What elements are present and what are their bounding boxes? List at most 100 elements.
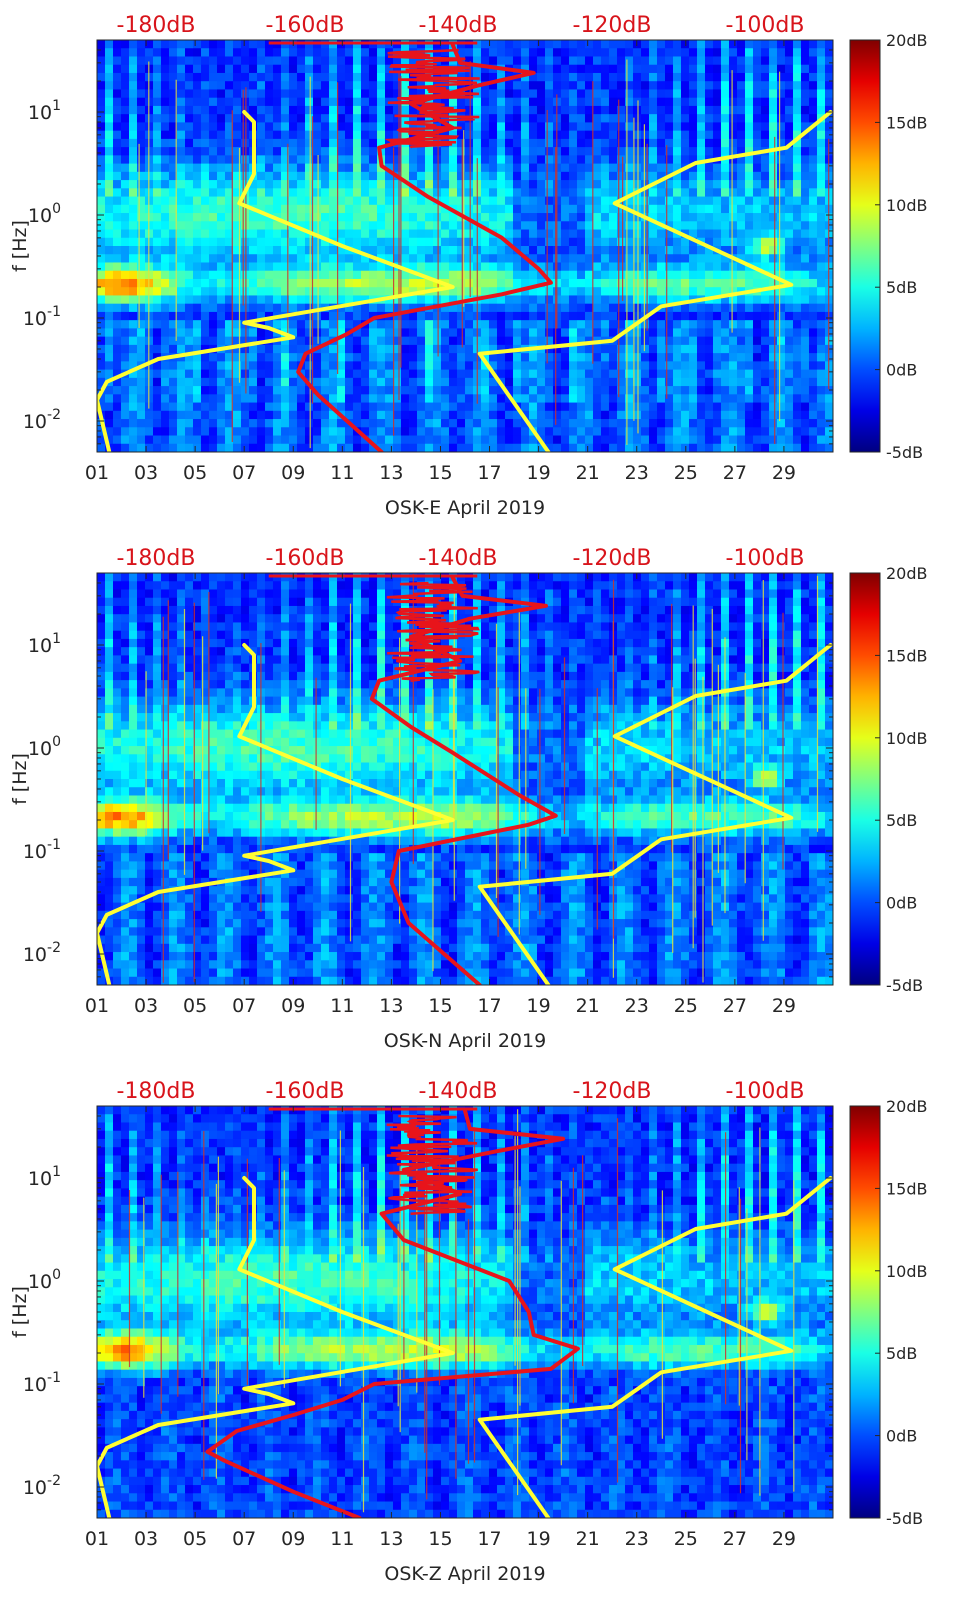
heatmap-cell xyxy=(689,328,698,337)
heatmap-cell xyxy=(521,444,530,453)
heatmap-cell xyxy=(481,155,490,164)
heatmap-cell xyxy=(681,155,690,164)
heatmap-cell xyxy=(177,205,186,214)
heatmap-cell xyxy=(457,312,466,321)
heatmap-cell xyxy=(121,952,130,961)
heatmap-cell xyxy=(753,238,762,247)
heatmap-cell xyxy=(577,370,586,379)
heatmap-cell xyxy=(161,56,170,65)
heatmap-cell xyxy=(281,106,290,115)
heatmap-cell xyxy=(481,394,490,403)
heatmap-cell xyxy=(409,147,418,156)
heatmap-cell xyxy=(385,106,394,115)
heatmap-cell xyxy=(625,370,634,379)
heatmap-cell xyxy=(745,40,754,49)
heatmap-cell xyxy=(737,271,746,280)
heatmap-cell xyxy=(97,680,106,689)
heatmap-cell xyxy=(449,320,458,329)
heatmap-cell xyxy=(105,213,114,222)
colorbar-label: 10dB xyxy=(886,196,928,215)
heatmap-cell xyxy=(401,328,410,337)
heatmap-cell xyxy=(681,131,690,140)
heatmap-cell xyxy=(705,122,714,131)
heatmap-cell xyxy=(473,48,482,57)
heatmap-cell xyxy=(129,337,138,346)
heatmap-cell xyxy=(297,271,306,280)
heatmap-cell xyxy=(233,419,242,428)
heatmap-cell xyxy=(537,147,546,156)
heatmap-cell xyxy=(113,771,122,780)
heatmap-cell xyxy=(401,403,410,412)
heatmap-cell xyxy=(489,205,498,214)
heatmap-cell xyxy=(609,246,618,255)
heatmap-cell xyxy=(121,878,130,887)
heatmap-cell xyxy=(217,221,226,230)
heatmap-cell xyxy=(521,386,530,395)
heatmap-cell xyxy=(737,427,746,436)
heatmap-cell xyxy=(697,353,706,362)
heatmap-cell xyxy=(801,81,810,90)
heatmap-cell xyxy=(385,81,394,90)
heatmap-cell xyxy=(489,40,498,49)
heatmap-cell xyxy=(457,394,466,403)
heatmap-cell xyxy=(761,188,770,197)
heatmap-cell xyxy=(617,40,626,49)
heatmap-cell xyxy=(113,812,122,821)
heatmap-cell xyxy=(689,172,698,181)
heatmap-cell xyxy=(137,48,146,57)
heatmap-cell xyxy=(161,230,170,239)
heatmap-cell xyxy=(249,328,258,337)
heatmap-cell xyxy=(785,230,794,239)
heatmap-cell xyxy=(625,353,634,362)
heatmap-cell xyxy=(505,403,514,412)
heatmap-cell xyxy=(233,444,242,453)
heatmap-cell xyxy=(641,48,650,57)
heatmap-cell xyxy=(393,378,402,387)
heatmap-cell xyxy=(665,411,674,420)
heatmap-cell xyxy=(809,411,818,420)
heatmap-cell xyxy=(345,254,354,263)
heatmap-cell xyxy=(417,279,426,288)
heatmap-cell xyxy=(705,386,714,395)
heatmap-cell xyxy=(793,89,802,98)
heatmap-cell xyxy=(705,172,714,181)
heatmap-cell xyxy=(537,304,546,313)
heatmap-cell xyxy=(577,48,586,57)
heatmap-cell xyxy=(401,221,410,230)
heatmap-cell xyxy=(777,73,786,82)
heatmap-cell xyxy=(697,188,706,197)
heatmap-cell xyxy=(489,246,498,255)
heatmap-cell xyxy=(809,403,818,412)
heatmap-cell xyxy=(713,147,722,156)
heatmap-cell xyxy=(537,89,546,98)
heatmap-cell xyxy=(209,304,218,313)
heatmap-cell xyxy=(433,436,442,445)
heatmap-cell xyxy=(353,436,362,445)
heatmap-cell xyxy=(273,394,282,403)
heatmap-cell xyxy=(337,188,346,197)
heatmap-cell xyxy=(681,320,690,329)
heatmap-cell xyxy=(177,73,186,82)
heatmap-cell xyxy=(713,98,722,107)
heatmap-cell xyxy=(113,205,122,214)
heatmap-cell xyxy=(321,353,330,362)
heatmap-cell xyxy=(113,197,122,206)
heatmap-cell xyxy=(353,106,362,115)
heatmap-cell xyxy=(801,394,810,403)
heatmap-cell xyxy=(217,89,226,98)
heatmap-cell xyxy=(537,139,546,148)
heatmap-cell xyxy=(441,427,450,436)
heatmap-cell xyxy=(257,180,266,189)
heatmap-cell xyxy=(745,378,754,387)
heatmap-cell xyxy=(729,271,738,280)
heatmap-cell xyxy=(617,89,626,98)
heatmap-cell xyxy=(609,386,618,395)
heatmap-cell xyxy=(473,427,482,436)
heatmap-cell xyxy=(545,180,554,189)
heatmap-cell xyxy=(465,155,474,164)
heatmap-cell xyxy=(369,188,378,197)
heatmap-cell xyxy=(793,328,802,337)
heatmap-cell xyxy=(113,705,122,714)
heatmap-cell xyxy=(337,213,346,222)
heatmap-cell xyxy=(777,312,786,321)
